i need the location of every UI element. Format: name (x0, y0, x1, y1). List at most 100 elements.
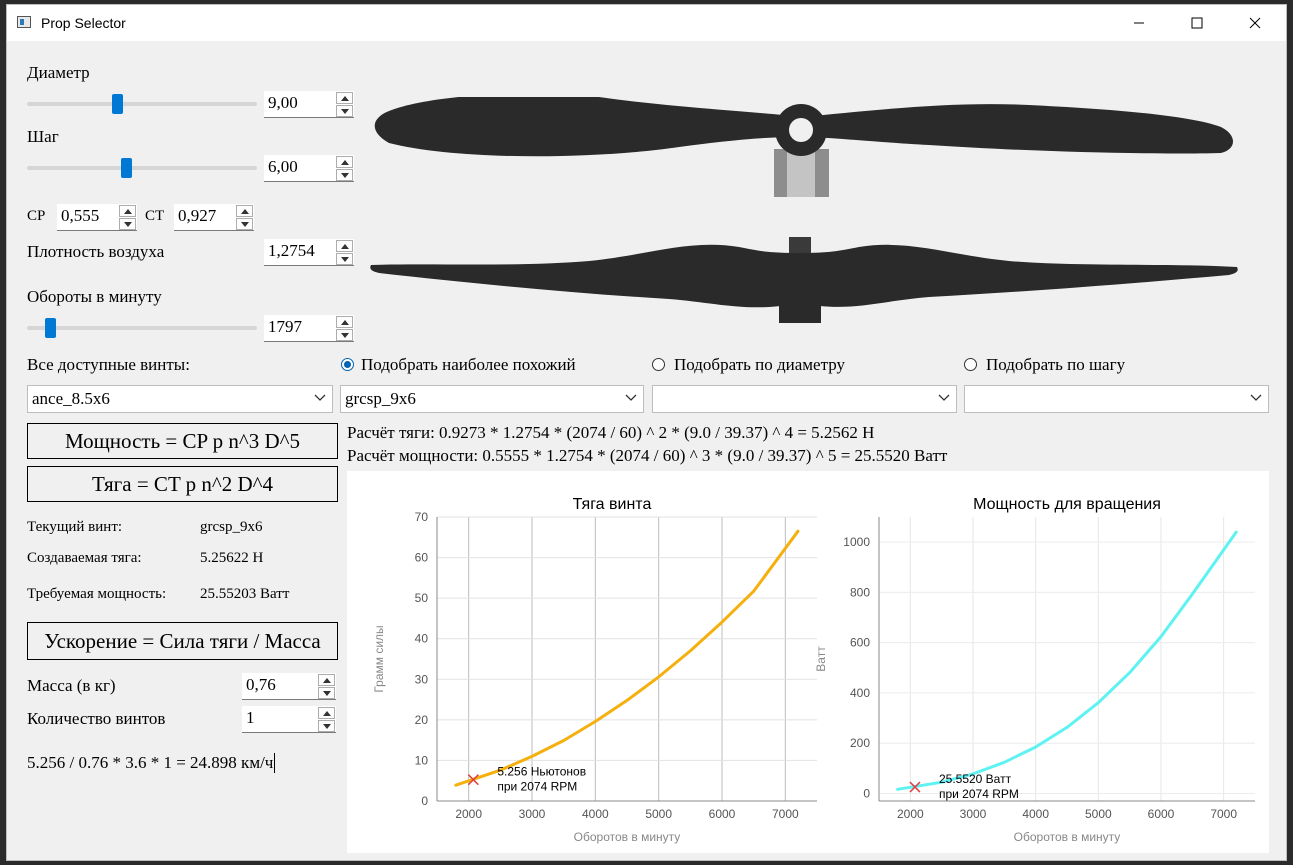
diameter-value[interactable]: 9,00 (268, 93, 298, 112)
diameter-down-button[interactable] (336, 105, 353, 117)
chart-1-x-tick-label: 6000 (1148, 807, 1175, 821)
power-result-value: 25.55203 Ватт (200, 586, 290, 602)
rpm-down-button[interactable] (336, 329, 353, 341)
pitch-slider[interactable] (27, 158, 257, 178)
rpm-up-button[interactable] (336, 316, 353, 328)
app-window: Prop Selector Диаметр 9,00 Шаг 6,00 CP 0… (6, 4, 1287, 861)
chart-0-y-tick-label: 50 (415, 591, 429, 605)
chart-1-marker (909, 781, 921, 793)
mode-similar-label[interactable]: Подобрать наиболее похожий (361, 355, 576, 374)
pitch-slider-handle[interactable] (121, 158, 132, 178)
chevron-up-icon (322, 710, 331, 716)
chevron-up-icon (340, 95, 349, 101)
diameter-slider[interactable] (27, 94, 257, 114)
mode-similar-combo[interactable]: grcsp_9x6 (340, 385, 644, 413)
air-density-label: Плотность воздуха (27, 242, 165, 261)
mode-diameter-label[interactable]: Подобрать по диаметру (674, 355, 845, 374)
ct-spinbox[interactable]: 0,927 (174, 204, 254, 231)
rpm-slider[interactable] (27, 318, 257, 338)
propeller-side-right-blade (800, 244, 1238, 307)
air-density-up-button[interactable] (336, 240, 353, 252)
chart-0-marker-label-1: 5.256 Ньютонов (497, 765, 586, 779)
cp-down-button[interactable] (119, 218, 136, 230)
chart-0-x-tick-label: 2000 (455, 807, 482, 821)
chart-0-y-tick-label: 70 (415, 510, 429, 524)
chevron-down-icon (340, 256, 349, 262)
mode-pitch-radio[interactable] (964, 358, 977, 371)
propeller-hub-shaft (787, 149, 815, 197)
pitch-down-button[interactable] (336, 169, 353, 181)
prop-count-value[interactable]: 1 (246, 708, 255, 727)
chart-1-title: Мощность для вращения (973, 496, 1161, 513)
ct-down-button[interactable] (236, 218, 253, 230)
maximize-button[interactable] (1168, 5, 1226, 41)
chevron-down-icon (322, 723, 331, 729)
window-title: Prop Selector (41, 15, 126, 31)
chevron-down-icon (340, 332, 349, 338)
minimize-button[interactable] (1110, 5, 1168, 41)
air-density-value[interactable]: 1,2754 (268, 241, 315, 260)
air-density-down-button[interactable] (336, 253, 353, 265)
prop-count-down-button[interactable] (318, 720, 335, 732)
power-calculation: Расчёт мощности: 0.5555 * 1.2754 * (2074… (347, 446, 948, 465)
diameter-spinbox[interactable]: 9,00 (264, 91, 354, 118)
air-density-spinbox[interactable]: 1,2754 (264, 239, 354, 266)
power-result-label: Требуемая мощность: (27, 586, 167, 602)
rpm-value[interactable]: 1797 (268, 317, 302, 336)
chart-0-x-tick-label: 4000 (582, 807, 609, 821)
chevron-down-icon (340, 172, 349, 178)
pitch-value[interactable]: 6,00 (268, 157, 298, 176)
chevron-up-icon (240, 208, 249, 214)
pitch-label: Шаг (27, 127, 59, 146)
ct-value[interactable]: 0,927 (178, 206, 217, 225)
chart-1-y-tick-label: 1000 (843, 535, 870, 549)
cp-value[interactable]: 0,555 (61, 206, 100, 225)
chart-1-y-label: Ватт (814, 646, 828, 672)
diameter-up-button[interactable] (336, 92, 353, 104)
ct-label: CT (145, 208, 165, 224)
title-bar[interactable]: Prop Selector (7, 5, 1286, 41)
mode-diameter-combo[interactable] (652, 385, 957, 413)
thrust-result-label: Создаваемая тяга: (27, 550, 142, 566)
acceleration-formula-box: Ускорение = Сила тяги / Масса (27, 622, 338, 660)
chevron-up-icon (322, 677, 331, 683)
close-button[interactable] (1226, 5, 1284, 41)
rpm-label: Обороты в минуту (27, 287, 162, 306)
all-props-combo[interactable]: ance_8.5x6 (27, 385, 333, 413)
mass-down-button[interactable] (318, 687, 335, 699)
mode-pitch-combo[interactable] (964, 385, 1269, 413)
cp-up-button[interactable] (119, 205, 136, 217)
propeller-top-left-blade (374, 97, 801, 157)
chart-1-series-line (896, 530, 1238, 791)
diameter-slider-handle[interactable] (112, 94, 123, 114)
mode-diameter-radio[interactable] (652, 358, 665, 371)
mode-pitch-label[interactable]: Подобрать по шагу (986, 355, 1126, 374)
prop-count-spinbox[interactable]: 1 (242, 706, 336, 733)
mass-spinbox[interactable]: 0,76 (242, 673, 336, 700)
chart-1-y-tick-label: 0 (863, 786, 870, 800)
rpm-slider-handle[interactable] (45, 318, 56, 338)
rpm-spinbox[interactable]: 1797 (264, 315, 354, 342)
pitch-spinbox[interactable]: 6,00 (264, 155, 354, 182)
thrust-result-value: 5.25622 Н (200, 550, 264, 566)
mass-up-button[interactable] (318, 674, 335, 686)
cp-spinbox[interactable]: 0,555 (57, 204, 137, 231)
mass-value[interactable]: 0,76 (246, 675, 276, 694)
chart-1-x-tick-label: 4000 (1022, 807, 1049, 821)
pitch-up-button[interactable] (336, 156, 353, 168)
mode-similar-selected[interactable]: grcsp_9x6 (345, 389, 416, 408)
chevron-down-icon (240, 221, 249, 227)
chart-1-x-tick-label: 7000 (1210, 807, 1237, 821)
power-formula-box: Мощность = CP p n^3 D^5 (27, 423, 338, 459)
speed-result[interactable]: 5.256 / 0.76 * 3.6 * 1 = 24.898 км/ч (27, 753, 276, 773)
mode-similar-radio[interactable] (341, 358, 354, 371)
prop-count-up-button[interactable] (318, 707, 335, 719)
ct-up-button[interactable] (236, 205, 253, 217)
diameter-label: Диаметр (27, 63, 90, 82)
chevron-down-icon (625, 394, 637, 401)
chart-0-title: Тяга винта (573, 496, 652, 513)
chevron-down-icon (340, 108, 349, 114)
all-props-selected[interactable]: ance_8.5x6 (32, 389, 110, 408)
chart-0-series-line (454, 529, 800, 787)
